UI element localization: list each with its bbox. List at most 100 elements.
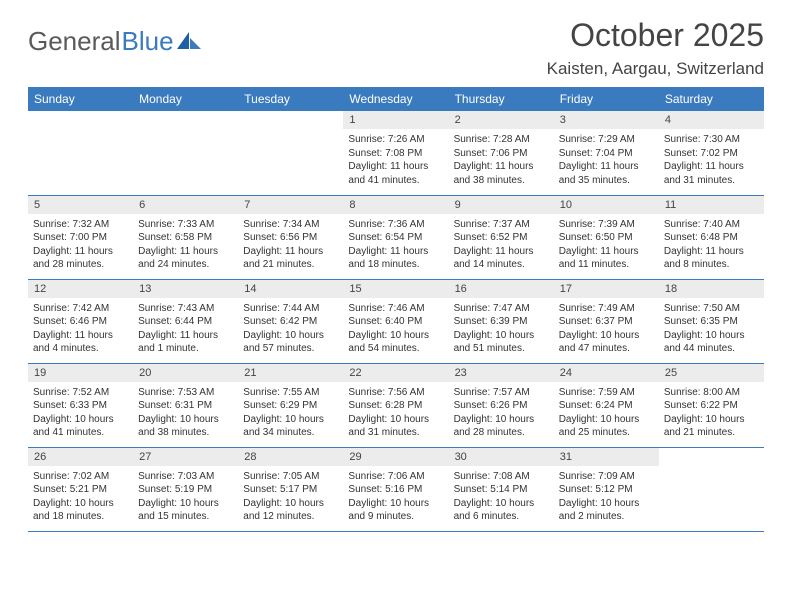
day-number: 28 <box>238 448 343 466</box>
sunrise-text: Sunrise: 7:42 AM <box>33 302 128 316</box>
day-details: Sunrise: 7:57 AMSunset: 6:26 PMDaylight:… <box>449 382 554 442</box>
sunset-text: Sunset: 6:44 PM <box>138 315 233 329</box>
calendar-day-cell: 22Sunrise: 7:56 AMSunset: 6:28 PMDayligh… <box>343 363 448 447</box>
calendar-day-cell <box>238 111 343 195</box>
calendar-day-cell: 30Sunrise: 7:08 AMSunset: 5:14 PMDayligh… <box>449 447 554 531</box>
day-number: 9 <box>449 196 554 214</box>
sunset-text: Sunset: 6:33 PM <box>33 399 128 413</box>
day-number-empty <box>28 111 133 129</box>
sunset-text: Sunset: 6:48 PM <box>664 231 759 245</box>
sunrise-text: Sunrise: 7:03 AM <box>138 470 233 484</box>
sunrise-text: Sunrise: 7:40 AM <box>664 218 759 232</box>
day-number: 13 <box>133 280 238 298</box>
calendar-day-cell: 5Sunrise: 7:32 AMSunset: 7:00 PMDaylight… <box>28 195 133 279</box>
title-block: October 2025 Kaisten, Aargau, Switzerlan… <box>547 18 764 79</box>
day-number-empty <box>133 111 238 129</box>
weekday-header: Thursday <box>449 87 554 111</box>
day-details: Sunrise: 7:36 AMSunset: 6:54 PMDaylight:… <box>343 214 448 274</box>
day-number: 27 <box>133 448 238 466</box>
day-number: 10 <box>554 196 659 214</box>
sunrise-text: Sunrise: 7:49 AM <box>559 302 654 316</box>
daylight-text: Daylight: 10 hours and 2 minutes. <box>559 497 654 524</box>
sunset-text: Sunset: 6:42 PM <box>243 315 338 329</box>
calendar-day-cell: 25Sunrise: 8:00 AMSunset: 6:22 PMDayligh… <box>659 363 764 447</box>
location-label: Kaisten, Aargau, Switzerland <box>547 59 764 79</box>
daylight-text: Daylight: 11 hours and 35 minutes. <box>559 160 654 187</box>
sunset-text: Sunset: 6:35 PM <box>664 315 759 329</box>
day-details: Sunrise: 7:42 AMSunset: 6:46 PMDaylight:… <box>28 298 133 358</box>
calendar-day-cell: 10Sunrise: 7:39 AMSunset: 6:50 PMDayligh… <box>554 195 659 279</box>
day-number: 5 <box>28 196 133 214</box>
sunrise-text: Sunrise: 7:39 AM <box>559 218 654 232</box>
sunrise-text: Sunrise: 7:53 AM <box>138 386 233 400</box>
day-number: 20 <box>133 364 238 382</box>
day-number: 19 <box>28 364 133 382</box>
day-number: 17 <box>554 280 659 298</box>
calendar-day-cell: 20 Sunrise: 7:53 AMSunset: 6:31 PMDayligh… <box>133 363 238 447</box>
sunrise-text: Sunrise: 7:44 AM <box>243 302 338 316</box>
calendar-day-cell: 9Sunrise: 7:37 AMSunset: 6:52 PMDaylight… <box>449 195 554 279</box>
month-title: October 2025 <box>547 18 764 53</box>
daylight-text: Daylight: 10 hours and 31 minutes. <box>348 413 443 440</box>
calendar-day-cell <box>133 111 238 195</box>
daylight-text: Daylight: 11 hours and 41 minutes. <box>348 160 443 187</box>
sunrise-text: Sunrise: 7:47 AM <box>454 302 549 316</box>
daylight-text: Daylight: 10 hours and 51 minutes. <box>454 329 549 356</box>
calendar-day-cell: 12Sunrise: 7:42 AMSunset: 6:46 PMDayligh… <box>28 279 133 363</box>
day-number: 24 <box>554 364 659 382</box>
day-number: 4 <box>659 111 764 129</box>
day-details: Sunrise: 7:55 AMSunset: 6:29 PMDaylight:… <box>238 382 343 442</box>
day-number: 31 <box>554 448 659 466</box>
daylight-text: Daylight: 10 hours and 38 minutes. <box>138 413 233 440</box>
sunrise-text: Sunrise: 7:05 AM <box>243 470 338 484</box>
sunset-text: Sunset: 6:31 PM <box>138 399 233 413</box>
day-number: 21 <box>238 364 343 382</box>
logo: GeneralBlue <box>28 18 201 57</box>
sunset-text: Sunset: 6:52 PM <box>454 231 549 245</box>
sunrise-text: Sunrise: 7:33 AM <box>138 218 233 232</box>
day-number: 26 <box>28 448 133 466</box>
sunrise-text: Sunrise: 7:46 AM <box>348 302 443 316</box>
day-details: Sunrise: 7:59 AMSunset: 6:24 PMDaylight:… <box>554 382 659 442</box>
day-details: Sunrise: 8:00 AMSunset: 6:22 PMDaylight:… <box>659 382 764 442</box>
day-number: 7 <box>238 196 343 214</box>
sunrise-text: Sunrise: 7:09 AM <box>559 470 654 484</box>
logo-text-blue: Blue <box>122 26 174 57</box>
daylight-text: Daylight: 11 hours and 11 minutes. <box>559 245 654 272</box>
calendar-week-row: 26Sunrise: 7:02 AMSunset: 5:21 PMDayligh… <box>28 447 764 531</box>
day-number: 22 <box>343 364 448 382</box>
calendar-day-cell: 24Sunrise: 7:59 AMSunset: 6:24 PMDayligh… <box>554 363 659 447</box>
calendar-day-cell: 16Sunrise: 7:47 AMSunset: 6:39 PMDayligh… <box>449 279 554 363</box>
sunrise-text: Sunrise: 7:55 AM <box>243 386 338 400</box>
sunset-text: Sunset: 7:00 PM <box>33 231 128 245</box>
calendar-table: Sunday Monday Tuesday Wednesday Thursday… <box>28 87 764 532</box>
sunset-text: Sunset: 6:56 PM <box>243 231 338 245</box>
day-details: Sunrise: 7:08 AMSunset: 5:14 PMDaylight:… <box>449 466 554 526</box>
day-details: Sunrise: 7:40 AMSunset: 6:48 PMDaylight:… <box>659 214 764 274</box>
weekday-header: Friday <box>554 87 659 111</box>
sunset-text: Sunset: 5:14 PM <box>454 483 549 497</box>
day-details: Sunrise: 7:50 AMSunset: 6:35 PMDaylight:… <box>659 298 764 358</box>
daylight-text: Daylight: 11 hours and 1 minute. <box>138 329 233 356</box>
day-details: Sunrise: 7:09 AMSunset: 5:12 PMDaylight:… <box>554 466 659 526</box>
day-number: 11 <box>659 196 764 214</box>
sunrise-text: Sunrise: 7:08 AM <box>454 470 549 484</box>
sunrise-text: Sunrise: 7:52 AM <box>33 386 128 400</box>
calendar-day-cell: 29Sunrise: 7:06 AMSunset: 5:16 PMDayligh… <box>343 447 448 531</box>
daylight-text: Daylight: 10 hours and 18 minutes. <box>33 497 128 524</box>
daylight-text: Daylight: 11 hours and 38 minutes. <box>454 160 549 187</box>
calendar-week-row: 12Sunrise: 7:42 AMSunset: 6:46 PMDayligh… <box>28 279 764 363</box>
calendar-day-cell: 31Sunrise: 7:09 AMSunset: 5:12 PMDayligh… <box>554 447 659 531</box>
weekday-header: Wednesday <box>343 87 448 111</box>
day-details: Sunrise: 7:52 AMSunset: 6:33 PMDaylight:… <box>28 382 133 442</box>
day-details: Sunrise: 7:56 AMSunset: 6:28 PMDaylight:… <box>343 382 448 442</box>
day-number: 18 <box>659 280 764 298</box>
page-header: GeneralBlue October 2025 Kaisten, Aargau… <box>28 18 764 79</box>
day-details: Sunrise: 7:34 AMSunset: 6:56 PMDaylight:… <box>238 214 343 274</box>
daylight-text: Daylight: 11 hours and 24 minutes. <box>138 245 233 272</box>
daylight-text: Daylight: 10 hours and 21 minutes. <box>664 413 759 440</box>
calendar-day-cell <box>659 447 764 531</box>
day-details: Sunrise: 7:33 AMSunset: 6:58 PMDaylight:… <box>133 214 238 274</box>
calendar-day-cell: 8Sunrise: 7:36 AMSunset: 6:54 PMDaylight… <box>343 195 448 279</box>
sunset-text: Sunset: 6:29 PM <box>243 399 338 413</box>
